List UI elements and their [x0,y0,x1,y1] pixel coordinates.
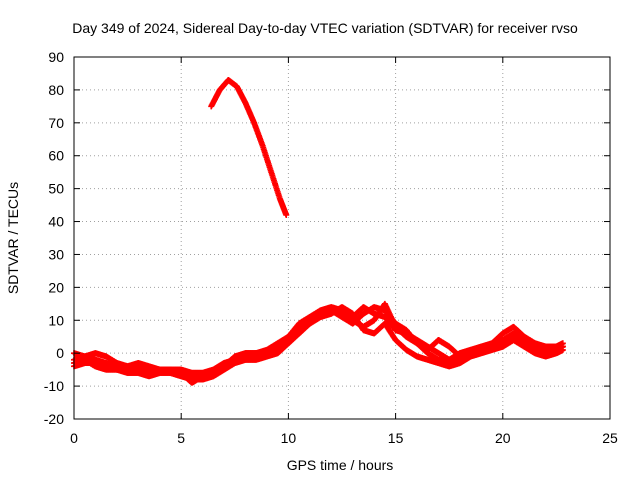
x-tick-label: 25 [602,430,618,446]
y-tick-label: -10 [44,378,64,394]
y-tick-label: 50 [48,181,64,197]
chart-ticks: 0 5 10 15 20 25 -20 -10 0 10 20 30 40 50 60 70 80 90 [44,49,618,446]
y-tick-label: 60 [48,148,64,164]
y-tick-label: 30 [48,246,64,262]
chart-grid [74,57,610,419]
y-tick-label: 20 [48,279,64,295]
series-rvso-d [71,304,566,386]
y-tick-label: 0 [56,345,64,361]
data-point [283,211,290,218]
data-point [559,343,566,350]
y-tick-label: 10 [48,312,64,328]
y-tick-label: 80 [48,82,64,98]
y-tick-label: 40 [48,214,64,230]
x-tick-label: 20 [495,430,511,446]
x-tick-label: 5 [177,430,185,446]
x-tick-label: 10 [281,430,297,446]
x-tick-label: 0 [70,430,78,446]
y-axis-label: SDTVAR / TECUs [5,182,21,294]
x-tick-label: 15 [388,430,404,446]
chart-points [71,77,566,386]
x-axis-label: GPS time / hours [287,457,394,473]
y-tick-label: 90 [48,49,64,65]
plot-frame [73,56,611,420]
y-tick-label: -20 [44,411,64,427]
chart-title: Day 349 of 2024, Sidereal Day-to-day VTE… [72,20,578,36]
y-tick-label: 70 [48,115,64,131]
series-rvso-e [208,77,290,218]
